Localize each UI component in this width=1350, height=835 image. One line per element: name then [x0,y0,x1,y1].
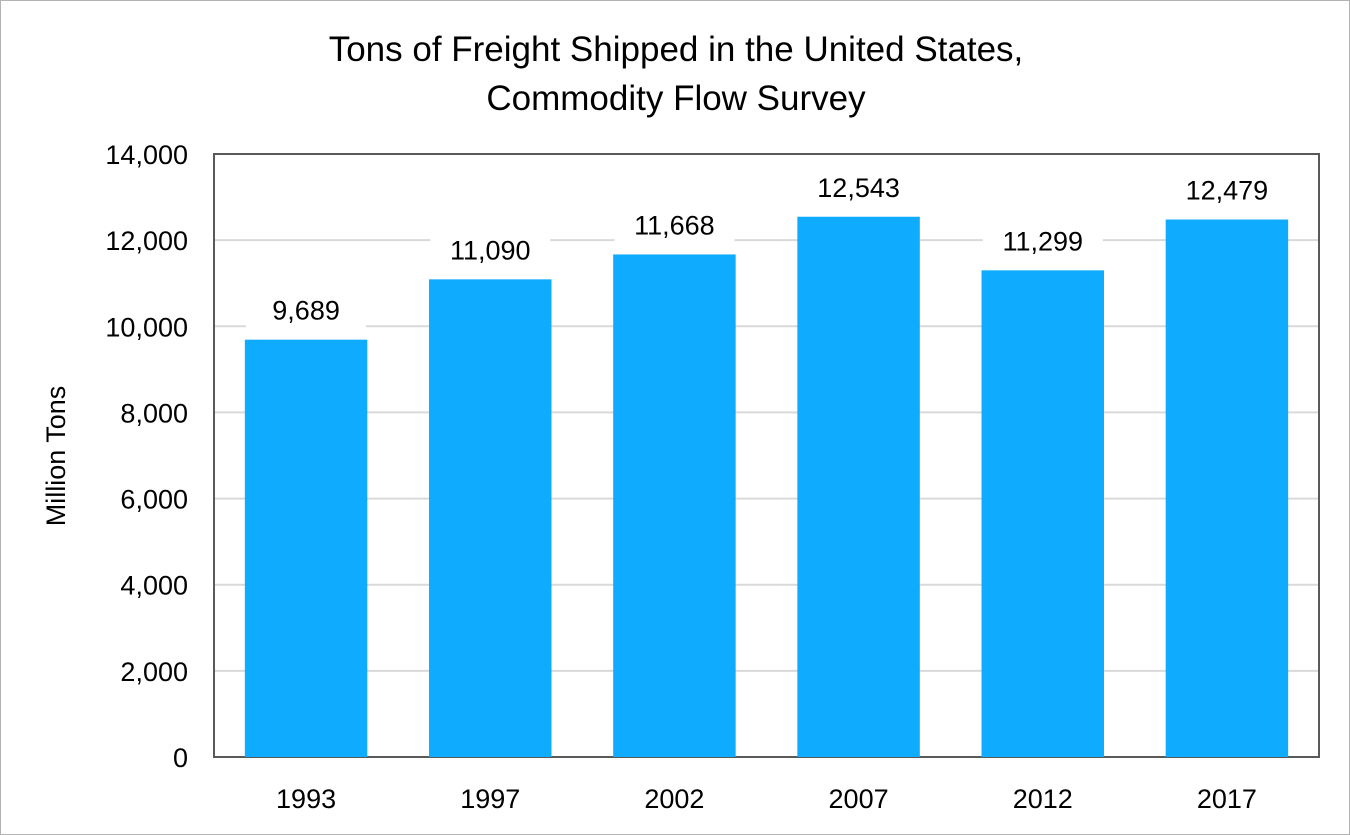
y-tick-label: 6,000 [120,485,188,515]
y-tick-label: 10,000 [105,312,188,342]
chart-title-line-2: Commodity Flow Survey [486,79,866,118]
chart-title-line-1: Tons of Freight Shipped in the United St… [329,30,1024,69]
y-tick-label: 8,000 [120,398,188,428]
x-tick-label: 2007 [829,784,889,814]
x-tick-label: 2002 [644,784,704,814]
bars [244,216,1289,757]
y-tick-label: 4,000 [120,571,188,601]
y-axis-title: Million Tons [41,386,71,527]
data-label: 11,668 [634,210,715,240]
data-label-background [982,220,1103,261]
bar-1993 [244,339,368,757]
plot-area-border [213,153,1320,758]
data-label: 11,299 [1002,226,1083,256]
data-label: 9,689 [272,296,340,326]
bar-2007 [797,216,920,757]
data-label: 11,090 [450,235,531,265]
y-tick-label: 2,000 [120,657,188,687]
data-label-background [1166,169,1287,210]
y-tick-label: 14,000 [105,140,188,170]
data-label-background [798,166,919,207]
data-label: 12,479 [1186,176,1269,206]
data-label-background [614,204,735,245]
gridlines [213,153,1320,758]
x-tick-label: 1997 [460,784,520,814]
x-tick-label: 2017 [1197,784,1257,814]
bar-1997 [429,279,552,757]
x-tick-label: 2012 [1013,784,1073,814]
bar-2002 [613,254,736,757]
bar-2012 [981,270,1104,757]
y-tick-label: 12,000 [105,226,188,256]
x-axis-ticks: 1993 1997 2002 2007 2012 2017 [276,784,1257,814]
y-tick-label: 0 [173,743,188,773]
data-label-background [246,289,367,330]
data-label: 12,543 [817,173,900,203]
data-labels: 9,689 11,090 11,668 12,543 11,299 12,479 [246,166,1287,330]
bar-2017 [1165,219,1289,757]
y-axis-ticks: 0 2,000 4,000 6,000 8,000 10,000 12,000 14,000 [105,140,188,773]
x-tick-label: 1993 [276,784,336,814]
data-label-background [430,229,551,270]
